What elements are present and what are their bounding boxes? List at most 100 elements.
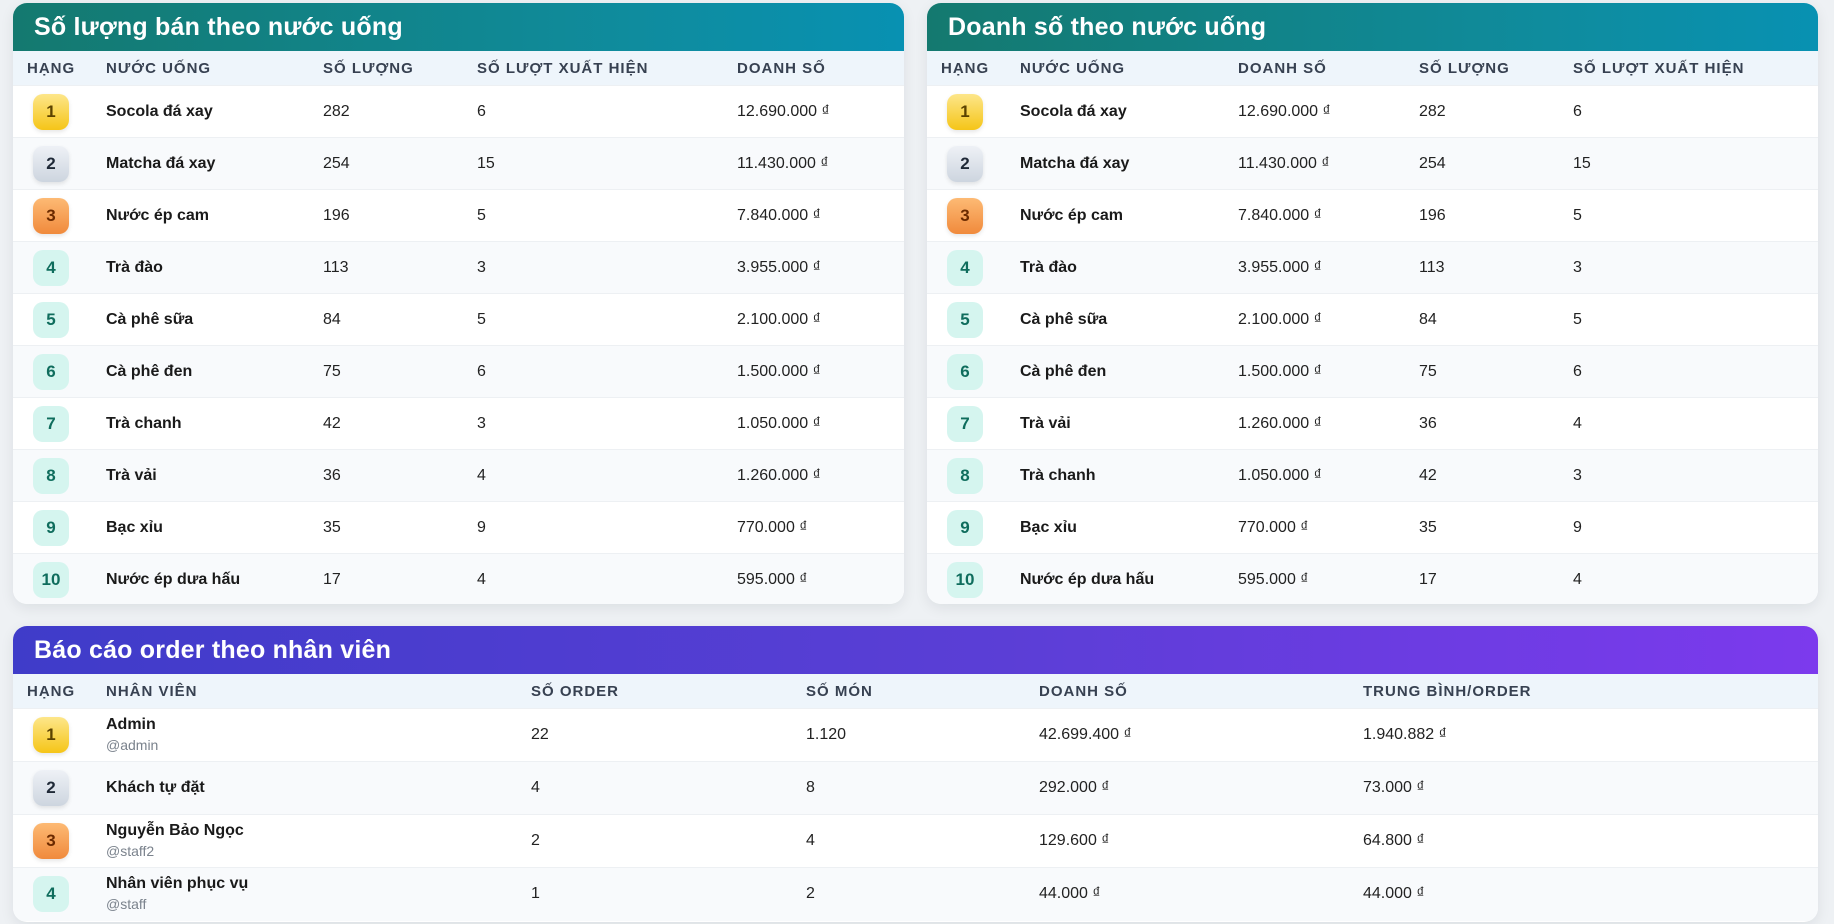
table-row[interactable]: 9 Bạc xỉu 770.000 ₫ 35 9 — [927, 501, 1818, 554]
count-cell: 15 — [1573, 137, 1818, 190]
revenue-cell: 1.500.000 ₫ — [737, 345, 904, 398]
table-row[interactable]: 2 Matcha đá xay 11.430.000 ₫ 254 15 — [927, 137, 1818, 190]
table-row[interactable]: 9 Bạc xỉu 35 9 770.000 ₫ — [13, 501, 904, 554]
revenue-cell: 1.260.000 ₫ — [1238, 397, 1419, 450]
count-cell: 15 — [477, 137, 737, 190]
orders-cell: 22 — [531, 708, 806, 762]
revenue-cell: 770.000 ₫ — [1238, 501, 1419, 554]
col-header-staff[interactable]: NHÂN VIÊN — [106, 682, 198, 700]
drink-name-cell: Nước ép cam — [106, 189, 323, 242]
rank-badge: 10 — [947, 561, 983, 598]
count-cell: 6 — [477, 85, 737, 138]
table-row[interactable]: 8 Trà vải 36 4 1.260.000 ₫ — [13, 449, 904, 502]
col-header-qty[interactable]: SỐ LƯỢNG — [323, 59, 414, 77]
avg-cell: 1.940.882 ₫ — [1363, 708, 1818, 762]
table-row[interactable]: 2 Khách tự đặt 4 8 292.000 ₫ 73.000 ₫ — [13, 761, 1818, 815]
qty-cell: 254 — [1419, 137, 1573, 190]
items-cell: 8 — [806, 761, 1039, 815]
count-cell: 3 — [1573, 449, 1818, 502]
revenue-cell: 11.430.000 ₫ — [1238, 137, 1419, 190]
qty-cell: 254 — [323, 137, 477, 190]
rank-badge: 2 — [947, 145, 983, 182]
qty-cell: 75 — [323, 345, 477, 398]
table-row[interactable]: 10 Nước ép dưa hấu 595.000 ₫ 17 4 — [927, 553, 1818, 604]
qty-cell: 196 — [1419, 189, 1573, 242]
col-header-count[interactable]: SỐ LƯỢT XUẤT HIỆN — [477, 59, 649, 77]
table-row[interactable]: 1 Admin @admin 22 1.120 42.699.400 ₫ 1.940.882… — [13, 708, 1818, 762]
staff-cell: Nguyễn Bảo Ngọc @staff2 — [106, 814, 531, 868]
rank-cell: 5 — [13, 293, 106, 346]
revenue-cell: 1.500.000 ₫ — [1238, 345, 1419, 398]
rank-badge: 2 — [33, 770, 69, 806]
avg-cell: 44.000 ₫ — [1363, 867, 1818, 921]
rank-badge: 7 — [33, 405, 69, 442]
col-header-count[interactable]: SỐ LƯỢT XUẤT HIỆN — [1573, 59, 1745, 77]
table-row[interactable]: 3 Nước ép cam 196 5 7.840.000 ₫ — [13, 189, 904, 242]
table-row[interactable]: 4 Trà đào 3.955.000 ₫ 113 3 — [927, 241, 1818, 294]
drink-name-cell: Cà phê đen — [1020, 345, 1238, 398]
table-row[interactable]: 6 Cà phê đen 1.500.000 ₫ 75 6 — [927, 345, 1818, 398]
table-row[interactable]: 7 Trà vải 1.260.000 ₫ 36 4 — [927, 397, 1818, 450]
col-header-rank[interactable]: HẠNG — [27, 59, 76, 77]
revenue-cell: 3.955.000 ₫ — [737, 241, 904, 294]
orders-cell: 1 — [531, 867, 806, 921]
drink-name-cell: Socola đá xay — [1020, 85, 1238, 138]
revenue-cell: 11.430.000 ₫ — [737, 137, 904, 190]
col-header-revenue[interactable]: DOANH SỐ — [1238, 59, 1327, 77]
revenue-cell: 42.699.400 ₫ — [1039, 708, 1363, 762]
table-row[interactable]: 2 Matcha đá xay 254 15 11.430.000 ₫ — [13, 137, 904, 190]
rank-cell: 6 — [13, 345, 106, 398]
count-cell: 3 — [477, 397, 737, 450]
table-row[interactable]: 6 Cà phê đen 75 6 1.500.000 ₫ — [13, 345, 904, 398]
col-header-revenue[interactable]: DOANH SỐ — [1039, 682, 1128, 700]
table-row[interactable]: 5 Cà phê sữa 2.100.000 ₫ 84 5 — [927, 293, 1818, 346]
rank-cell: 6 — [927, 345, 1020, 398]
drink-name-cell: Trà chanh — [106, 397, 323, 450]
count-cell: 4 — [477, 553, 737, 604]
revenue-cell: 129.600 ₫ — [1039, 814, 1363, 868]
revenue-cell: 292.000 ₫ — [1039, 761, 1363, 815]
qty-cell: 42 — [323, 397, 477, 450]
drink-name-cell: Matcha đá xay — [106, 137, 323, 190]
rank-badge: 1 — [33, 93, 69, 130]
table-row[interactable]: 5 Cà phê sữa 84 5 2.100.000 ₫ — [13, 293, 904, 346]
col-header-rank[interactable]: HẠNG — [941, 59, 990, 77]
table-row[interactable]: 1 Socola đá xay 12.690.000 ₫ 282 6 — [927, 85, 1818, 138]
col-header-qty[interactable]: SỐ LƯỢNG — [1419, 59, 1510, 77]
drink-name-cell: Nước ép dưa hấu — [106, 553, 323, 604]
revenue-cell: 1.050.000 ₫ — [737, 397, 904, 450]
count-cell: 3 — [477, 241, 737, 294]
table-row[interactable]: 4 Nhân viên phục vụ @staff 1 2 44.000 ₫ 44.000… — [13, 867, 1818, 921]
table-row[interactable]: 4 Trà đào 113 3 3.955.000 ₫ — [13, 241, 904, 294]
count-cell: 4 — [477, 449, 737, 502]
col-header-drink[interactable]: NƯỚC UỐNG — [106, 59, 212, 77]
table-row[interactable]: 3 Nguyễn Bảo Ngọc @staff2 2 4 129.600 ₫ 64.800… — [13, 814, 1818, 868]
rank-badge: 3 — [33, 823, 69, 859]
col-header-rank[interactable]: HẠNG — [27, 682, 76, 700]
table-row[interactable]: 10 Nước ép dưa hấu 17 4 595.000 ₫ — [13, 553, 904, 604]
table-row[interactable]: 3 Nước ép cam 7.840.000 ₫ 196 5 — [927, 189, 1818, 242]
rank-cell: 1 — [927, 85, 1020, 138]
rank-cell: 5 — [927, 293, 1020, 346]
table-row[interactable]: 8 Trà chanh 1.050.000 ₫ 42 3 — [927, 449, 1818, 502]
revenue-cell: 2.100.000 ₫ — [1238, 293, 1419, 346]
count-cell: 9 — [477, 501, 737, 554]
col-header-revenue[interactable]: DOANH SỐ — [737, 59, 826, 77]
table-row[interactable]: 7 Trà chanh 42 3 1.050.000 ₫ — [13, 397, 904, 450]
table-row[interactable]: 1 Socola đá xay 282 6 12.690.000 ₫ — [13, 85, 904, 138]
orders-cell: 4 — [531, 761, 806, 815]
col-header-drink[interactable]: NƯỚC UỐNG — [1020, 59, 1126, 77]
items-cell: 2 — [806, 867, 1039, 921]
qty-cell: 75 — [1419, 345, 1573, 398]
col-header-avg[interactable]: TRUNG BÌNH/ORDER — [1363, 682, 1532, 700]
drink-name-cell: Trà vải — [106, 449, 323, 502]
rank-badge: 5 — [947, 301, 983, 338]
revenue-cell: 1.050.000 ₫ — [1238, 449, 1419, 502]
rank-badge: 6 — [947, 353, 983, 390]
count-cell: 5 — [1573, 293, 1818, 346]
qty-cell: 282 — [1419, 85, 1573, 138]
col-header-items[interactable]: SỐ MÓN — [806, 682, 873, 700]
rank-badge: 4 — [33, 876, 69, 913]
staff-table: HẠNG NHÂN VIÊN SỐ ORDER SỐ MÓN DOANH SỐ … — [13, 674, 1818, 921]
col-header-orders[interactable]: SỐ ORDER — [531, 682, 620, 700]
